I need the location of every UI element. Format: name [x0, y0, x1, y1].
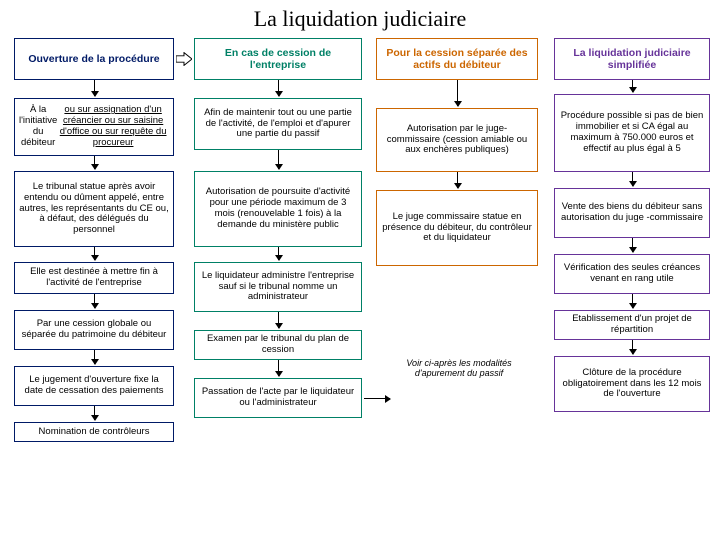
arrow-right-icon	[364, 398, 390, 399]
page-title: La liquidation judiciaire	[0, 0, 720, 36]
arrow-down-icon	[94, 406, 95, 420]
flow-box: Afin de maintenir tout ou une partie de …	[194, 98, 362, 150]
arrow-down-icon	[278, 312, 279, 328]
arrow-down-icon	[632, 340, 633, 354]
arrow-down-icon	[94, 156, 95, 169]
flow-box: Passation de l'acte par le liquidateur o…	[194, 378, 362, 418]
arrow-down-icon	[632, 172, 633, 186]
flowchart-grid: Ouverture de la procédure À la l'initiati…	[6, 38, 714, 534]
arrow-down-icon	[94, 350, 95, 364]
arrow-down-icon	[278, 80, 279, 96]
arrow-down-icon	[632, 80, 633, 92]
flow-box: Autorisation par le juge-commissaire (ce…	[376, 108, 538, 172]
arrow-down-icon	[457, 172, 458, 188]
column-header: Ouverture de la procédure	[14, 38, 174, 80]
column-1: En cas de cession de l'entreprise Afin de…	[194, 38, 362, 534]
arrow-down-icon	[632, 238, 633, 252]
arrow-down-icon	[94, 247, 95, 260]
flow-box: Nomination de contrôleurs	[14, 422, 174, 442]
flow-box: Vérification des seules créances venant …	[554, 254, 710, 294]
flow-box: Examen par le tribunal du plan de cessio…	[194, 330, 362, 360]
flow-box: Clôture de la procédure obligatoirement …	[554, 356, 710, 412]
flow-box: Procédure possible si pas de bien immobi…	[554, 94, 710, 172]
arrow-down-icon	[94, 80, 95, 96]
arrow-down-icon	[278, 150, 279, 169]
footnote: Voir ci-après les modalités d'apurement …	[394, 358, 524, 379]
arrow-down-icon	[278, 360, 279, 376]
column-header: En cas de cession de l'entreprise	[194, 38, 362, 80]
flow-box: À la l'initiative du débiteur ou sur ass…	[14, 98, 174, 156]
column-3: La liquidation judiciaire simplifiée Proc…	[554, 38, 710, 534]
flow-box: Autorisation de poursuite d'activité pou…	[194, 171, 362, 247]
flow-box: Le juge commissaire statue en présence d…	[376, 190, 538, 266]
flow-box: Etablissement d'un projet de répartition	[554, 310, 710, 340]
arrow-down-icon	[278, 247, 279, 260]
column-header: La liquidation judiciaire simplifiée	[554, 38, 710, 80]
flow-box: Le tribunal statue après avoir entendu o…	[14, 171, 174, 247]
arrow-down-icon	[457, 80, 458, 106]
arrow-down-icon	[632, 294, 633, 308]
big-arrow-right-icon	[176, 52, 192, 66]
column-0: Ouverture de la procédure À la l'initiati…	[14, 38, 174, 534]
column-header: Pour la cession séparée des actifs du dé…	[376, 38, 538, 80]
flow-box: Le jugement d'ouverture fixe la date de …	[14, 366, 174, 406]
flow-box: Par une cession globale ou séparée du pa…	[14, 310, 174, 350]
flow-box: Le liquidateur administre l'entreprise s…	[194, 262, 362, 312]
flow-box: Elle est destinée à mettre fin à l'activ…	[14, 262, 174, 294]
arrow-down-icon	[94, 294, 95, 308]
flow-box: Vente des biens du débiteur sans autoris…	[554, 188, 710, 238]
column-2: Pour la cession séparée des actifs du dé…	[376, 38, 538, 534]
